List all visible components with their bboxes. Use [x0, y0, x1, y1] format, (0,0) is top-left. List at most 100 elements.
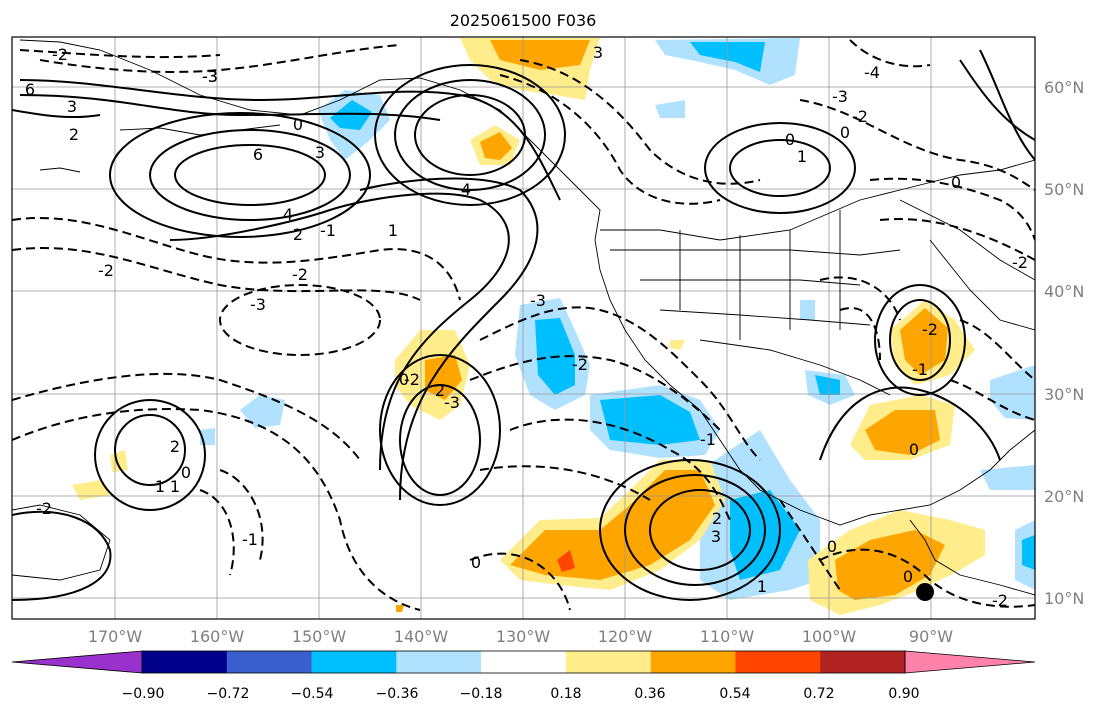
svg-text:0: 0 — [785, 130, 795, 149]
svg-text:160°W: 160°W — [190, 627, 245, 646]
map-panel: 6 3 2 -3 -2 4 6 3 2 4 1 -1 -2 -3 -2 0 -3… — [12, 37, 1035, 619]
svg-text:170°W: 170°W — [88, 627, 143, 646]
coastlines-borders — [12, 39, 1035, 596]
svg-text:-4: -4 — [864, 63, 880, 82]
svg-text:-2: -2 — [36, 499, 52, 518]
colorbar-tick-label: 0.36 — [634, 686, 665, 702]
svg-text:-3: -3 — [250, 295, 266, 314]
svg-text:0: 0 — [909, 440, 919, 459]
colorbar-swatch — [226, 651, 313, 673]
colorbar-swatch — [311, 651, 397, 673]
colorbar: −0.90 −0.72 −0.54 −0.36 −0.18 0.18 0.36 … — [11, 650, 1036, 702]
colorbar-swatch — [142, 651, 228, 673]
svg-text:-3: -3 — [202, 67, 218, 86]
svg-text:-3: -3 — [444, 393, 460, 412]
svg-text:40°N: 40°N — [1044, 282, 1084, 301]
svg-text:6: 6 — [253, 145, 263, 164]
svg-text:-1: -1 — [912, 360, 928, 379]
colorbar-tick-label: 0.90 — [888, 686, 919, 702]
svg-text:20°N: 20°N — [1044, 487, 1084, 506]
svg-text:-2: -2 — [572, 355, 588, 374]
map-title: 2025061500 F036 — [450, 11, 597, 30]
svg-text:0: 0 — [471, 553, 481, 572]
colorbar-tick-label: 0.54 — [719, 686, 750, 702]
colorbar-swatches — [11, 650, 1036, 674]
svg-text:1: 1 — [170, 477, 180, 496]
svg-text:-2: -2 — [404, 370, 420, 389]
colorbar-swatch — [820, 651, 906, 673]
colorbar-tick-label: −0.90 — [122, 686, 165, 702]
contours-positive — [12, 49, 1035, 601]
svg-text:100°W: 100°W — [802, 627, 857, 646]
svg-text:-1: -1 — [242, 530, 258, 549]
svg-text:1: 1 — [388, 221, 398, 240]
colorbar-tick-label: −0.54 — [291, 686, 334, 702]
svg-text:0: 0 — [293, 115, 303, 134]
svg-text:0: 0 — [399, 370, 409, 389]
svg-text:-2: -2 — [292, 265, 308, 284]
svg-text:-2: -2 — [852, 107, 868, 126]
longitude-labels: 170°W 160°W 150°W 140°W 130°W 120°W 110°… — [88, 627, 953, 646]
colorbar-tick-label: −0.36 — [376, 686, 419, 702]
colorbar-tick-labels: −0.90 −0.72 −0.54 −0.36 −0.18 0.18 0.36 … — [122, 686, 920, 702]
svg-text:-2: -2 — [52, 45, 68, 64]
svg-text:60°N: 60°N — [1044, 78, 1084, 97]
svg-text:2: 2 — [712, 509, 722, 528]
svg-text:30°N: 30°N — [1044, 385, 1084, 404]
svg-text:3: 3 — [593, 43, 603, 62]
colorbar-tick-label: 0.18 — [550, 686, 581, 702]
svg-text:3: 3 — [67, 97, 77, 116]
svg-text:10°N: 10°N — [1044, 589, 1084, 608]
colorbar-swatch — [565, 651, 652, 673]
colorbar-extend-max — [904, 650, 1036, 674]
svg-text:0: 0 — [827, 537, 837, 556]
svg-text:120°W: 120°W — [598, 627, 653, 646]
svg-text:-2: -2 — [922, 320, 938, 339]
svg-text:140°W: 140°W — [394, 627, 449, 646]
colorbar-tick-label: −0.18 — [460, 686, 503, 702]
svg-text:-2: -2 — [98, 261, 114, 280]
svg-text:0: 0 — [840, 123, 850, 142]
svg-text:2: 2 — [293, 225, 303, 244]
colorbar-extend-min — [11, 650, 143, 674]
contour-labels: 6 3 2 -3 -2 4 6 3 2 4 1 -1 -2 -3 -2 0 -3… — [25, 43, 1028, 610]
location-marker — [916, 583, 934, 601]
svg-text:2: 2 — [435, 381, 445, 400]
svg-text:-2: -2 — [992, 591, 1008, 610]
svg-text:-3: -3 — [832, 87, 848, 106]
svg-text:-3: -3 — [530, 291, 546, 310]
svg-text:150°W: 150°W — [292, 627, 347, 646]
svg-text:0: 0 — [181, 463, 191, 482]
svg-text:110°W: 110°W — [700, 627, 755, 646]
svg-text:-2: -2 — [1012, 253, 1028, 272]
svg-text:0: 0 — [903, 567, 913, 586]
colorbar-swatch — [481, 651, 567, 673]
svg-text:2: 2 — [69, 125, 79, 144]
colorbar-tick-label: −0.72 — [207, 686, 250, 702]
svg-text:3: 3 — [315, 143, 325, 162]
svg-text:50°N: 50°N — [1044, 180, 1084, 199]
colorbar-swatch — [650, 651, 736, 673]
svg-text:6: 6 — [25, 80, 35, 99]
map-frame — [11, 36, 1036, 620]
svg-text:-1: -1 — [700, 430, 716, 449]
svg-text:90°W: 90°W — [909, 627, 953, 646]
svg-text:3: 3 — [711, 527, 721, 546]
svg-text:1: 1 — [757, 577, 767, 596]
colorbar-frame — [141, 650, 906, 674]
colorbar-swatch — [396, 651, 482, 673]
svg-text:-1: -1 — [320, 221, 336, 240]
svg-text:0: 0 — [951, 173, 961, 192]
svg-text:2: 2 — [170, 437, 180, 456]
colorbar-swatch — [735, 651, 821, 673]
contours-negative — [12, 39, 1035, 611]
shaded-fields — [72, 38, 1035, 615]
svg-text:4: 4 — [461, 180, 471, 199]
svg-text:4: 4 — [283, 205, 293, 224]
svg-text:1: 1 — [155, 477, 165, 496]
svg-text:1: 1 — [797, 147, 807, 166]
svg-text:130°W: 130°W — [496, 627, 551, 646]
colorbar-tick-label: 0.72 — [803, 686, 834, 702]
latitude-labels: 60°N 50°N 40°N 30°N 20°N 10°N — [1044, 78, 1084, 608]
